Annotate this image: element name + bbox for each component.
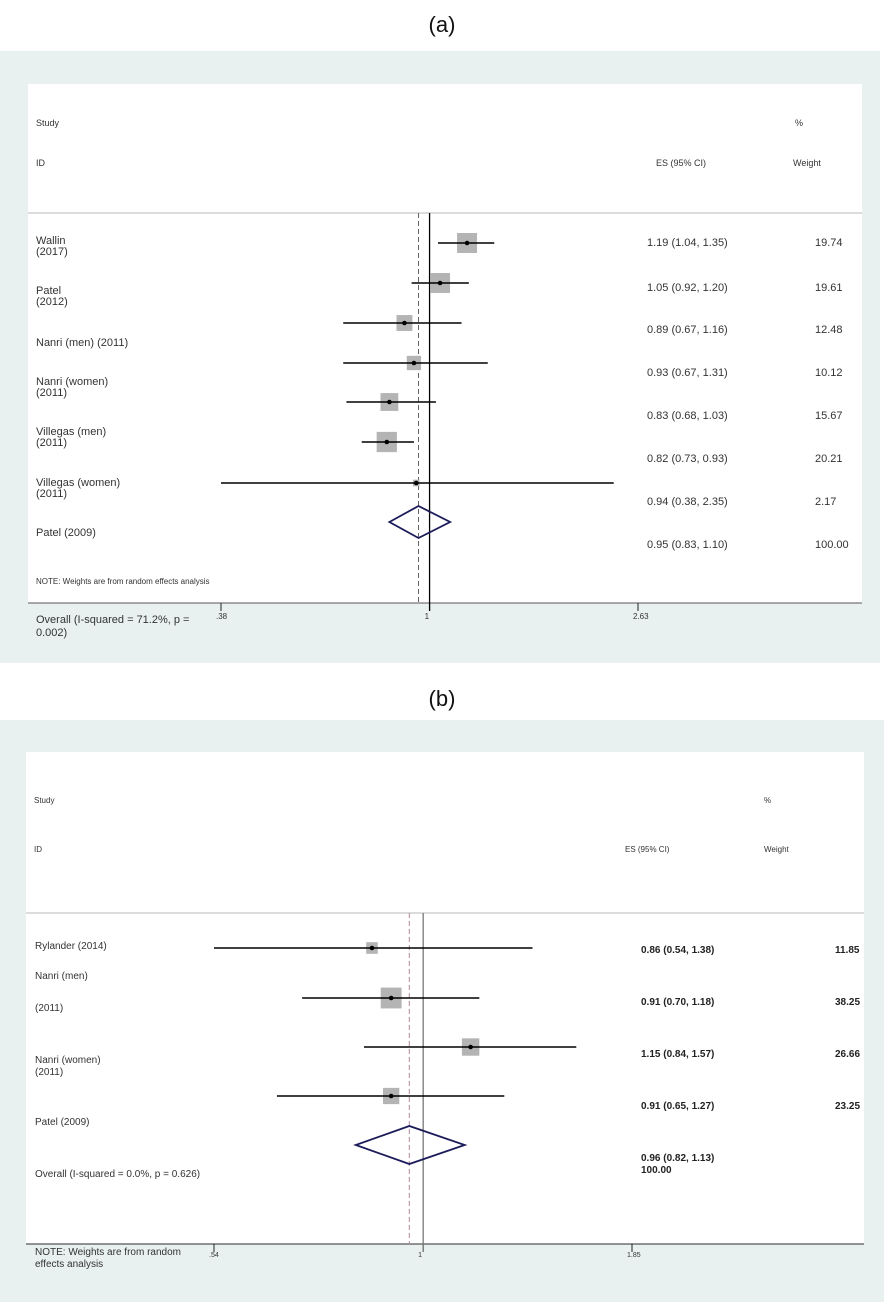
panel-a-study-label: (2012) <box>36 296 68 308</box>
panel-b-study-label: Nanri (men) <box>35 971 88 982</box>
overall-diamond <box>353 1125 468 1165</box>
panel-b-weight-text: 26.66 <box>835 1049 861 1060</box>
panel-b-overall-es-text: 0.96 (0.82, 1.13) <box>641 1153 715 1164</box>
study-point-estimate <box>437 280 443 286</box>
study-point-estimate <box>464 240 470 246</box>
panel-b-es-text: 0.91 (0.70, 1.18) <box>641 997 715 1008</box>
panel-a-weight-text: 2.17 <box>815 496 837 508</box>
panel-a-study-label: Villegas (women) <box>36 477 121 489</box>
panel-b-weight-text: 38.25 <box>835 997 861 1008</box>
panel-a-study-label: Wallin <box>36 235 66 247</box>
overall-diamond <box>387 504 453 540</box>
panel-b-x-tick-label: 1 <box>418 1252 423 1259</box>
panel-b-study-label: (2011) <box>35 1067 64 1078</box>
panel-a-note: NOTE: Weights are from random effects an… <box>36 577 210 586</box>
panel-a-es-text: 0.94 (0.38, 2.35) <box>647 496 728 508</box>
panel-b-weight-text: 11.85 <box>835 945 860 956</box>
study-point-estimate <box>411 360 417 366</box>
panel-b-label: (b) <box>428 686 456 711</box>
panel-b-header-id: ID <box>34 845 42 854</box>
panel-b-es-text: 0.86 (0.54, 1.38) <box>641 945 715 956</box>
panel-a-study-label: Patel <box>36 285 62 297</box>
panel-a-study-label: Patel (2009) <box>36 527 96 539</box>
panel-a-es-text: 0.89 (0.67, 1.16) <box>647 324 728 336</box>
panel-a-plot-area <box>28 84 862 603</box>
study-point-estimate <box>369 945 375 951</box>
panel-b-study-label: (2011) <box>35 1003 64 1014</box>
panel-a-header-study: Study <box>36 118 60 128</box>
panel-a-weight-text: 20.21 <box>815 453 843 465</box>
panel-a-weight-text: 12.48 <box>815 324 843 336</box>
panel-a-weight-text: 15.67 <box>815 410 843 422</box>
panel-b-overall-weight-text: 100.00 <box>641 1165 672 1176</box>
panel-b-overall-label: Overall (I-squared = 0.0%, p = 0.626) <box>35 1169 201 1180</box>
panel-a-header-pct: % <box>795 118 804 128</box>
panel-a-header-weight: Weight <box>793 158 821 168</box>
study-point-estimate <box>402 320 407 326</box>
study-point-estimate <box>413 480 419 486</box>
panel-b-x-tick-label: 1.85 <box>627 1252 641 1259</box>
panel-b-x-tick-label: .54 <box>209 1252 219 1259</box>
panel-b-note: NOTE: Weights are from random <box>35 1247 181 1258</box>
panel-b-study-label: Rylander (2014) <box>35 941 107 952</box>
panel-b-header-pct: % <box>764 796 772 805</box>
panel-a-study-label: (2011) <box>36 387 67 399</box>
panel-a-x-tick-label: .38 <box>216 612 228 621</box>
panel-a-overall-label: 0.002) <box>36 627 68 639</box>
panel-a-header-id: ID <box>36 158 45 168</box>
panel-a-study-label: (2017) <box>36 246 68 258</box>
panel-b-note: effects analysis <box>35 1259 104 1270</box>
panel-a-es-text: 1.05 (0.92, 1.20) <box>647 282 728 294</box>
panel-b-es-text: 1.15 (0.84, 1.57) <box>641 1049 715 1060</box>
panel-a-study-label: Villegas (men) <box>36 426 107 438</box>
panel-a-study-label: (2011) <box>36 437 67 449</box>
study-point-estimate <box>388 995 394 1001</box>
panel-a-es-text: 0.82 (0.73, 0.93) <box>647 453 728 465</box>
panel-a-label: (a) <box>428 12 456 37</box>
panel-a-x-tick-label: 1 <box>424 612 430 621</box>
panel-a-es-text: 0.83 (0.68, 1.03) <box>647 410 728 422</box>
panel-b-header-weight: Weight <box>764 845 789 854</box>
panel-a-weight-text: 10.12 <box>815 367 843 379</box>
panel-a-overall-label: Overall (I-squared = 71.2%, p = <box>36 614 190 626</box>
study-point-estimate <box>387 399 392 405</box>
panel-a-header-es: ES (95% CI) <box>656 158 707 168</box>
panel-b-study-label: Nanri (women) <box>35 1055 101 1066</box>
panel-a-weight-text: 19.74 <box>815 237 843 249</box>
panel-a-weight-text: 19.61 <box>815 282 843 294</box>
panel-a-study-label: Nanri (women) <box>36 376 109 388</box>
panel-a-x-tick-label: 2.63 <box>633 612 649 621</box>
study-point-estimate <box>384 439 390 445</box>
panel-b-es-text: 0.91 (0.65, 1.27) <box>641 1101 715 1112</box>
panel-a-overall-es-text: 0.95 (0.83, 1.10) <box>647 539 728 551</box>
study-point-estimate <box>388 1093 394 1099</box>
panel-b-study-label: Patel (2009) <box>35 1117 90 1128</box>
panel-b-header-study: Study <box>34 796 55 805</box>
panel-a-es-text: 0.93 (0.67, 1.31) <box>647 367 728 379</box>
panel-a-overall-weight-text: 100.00 <box>815 539 849 551</box>
panel-b-weight-text: 23.25 <box>835 1101 861 1112</box>
panel-a-study-label: (2011) <box>36 488 67 500</box>
panel-a-study-label: Nanri (men) (2011) <box>36 337 129 349</box>
panel-b-header-es: ES (95% CI) <box>625 845 670 854</box>
study-point-estimate <box>468 1044 473 1050</box>
panel-a-es-text: 1.19 (1.04, 1.35) <box>647 237 728 249</box>
